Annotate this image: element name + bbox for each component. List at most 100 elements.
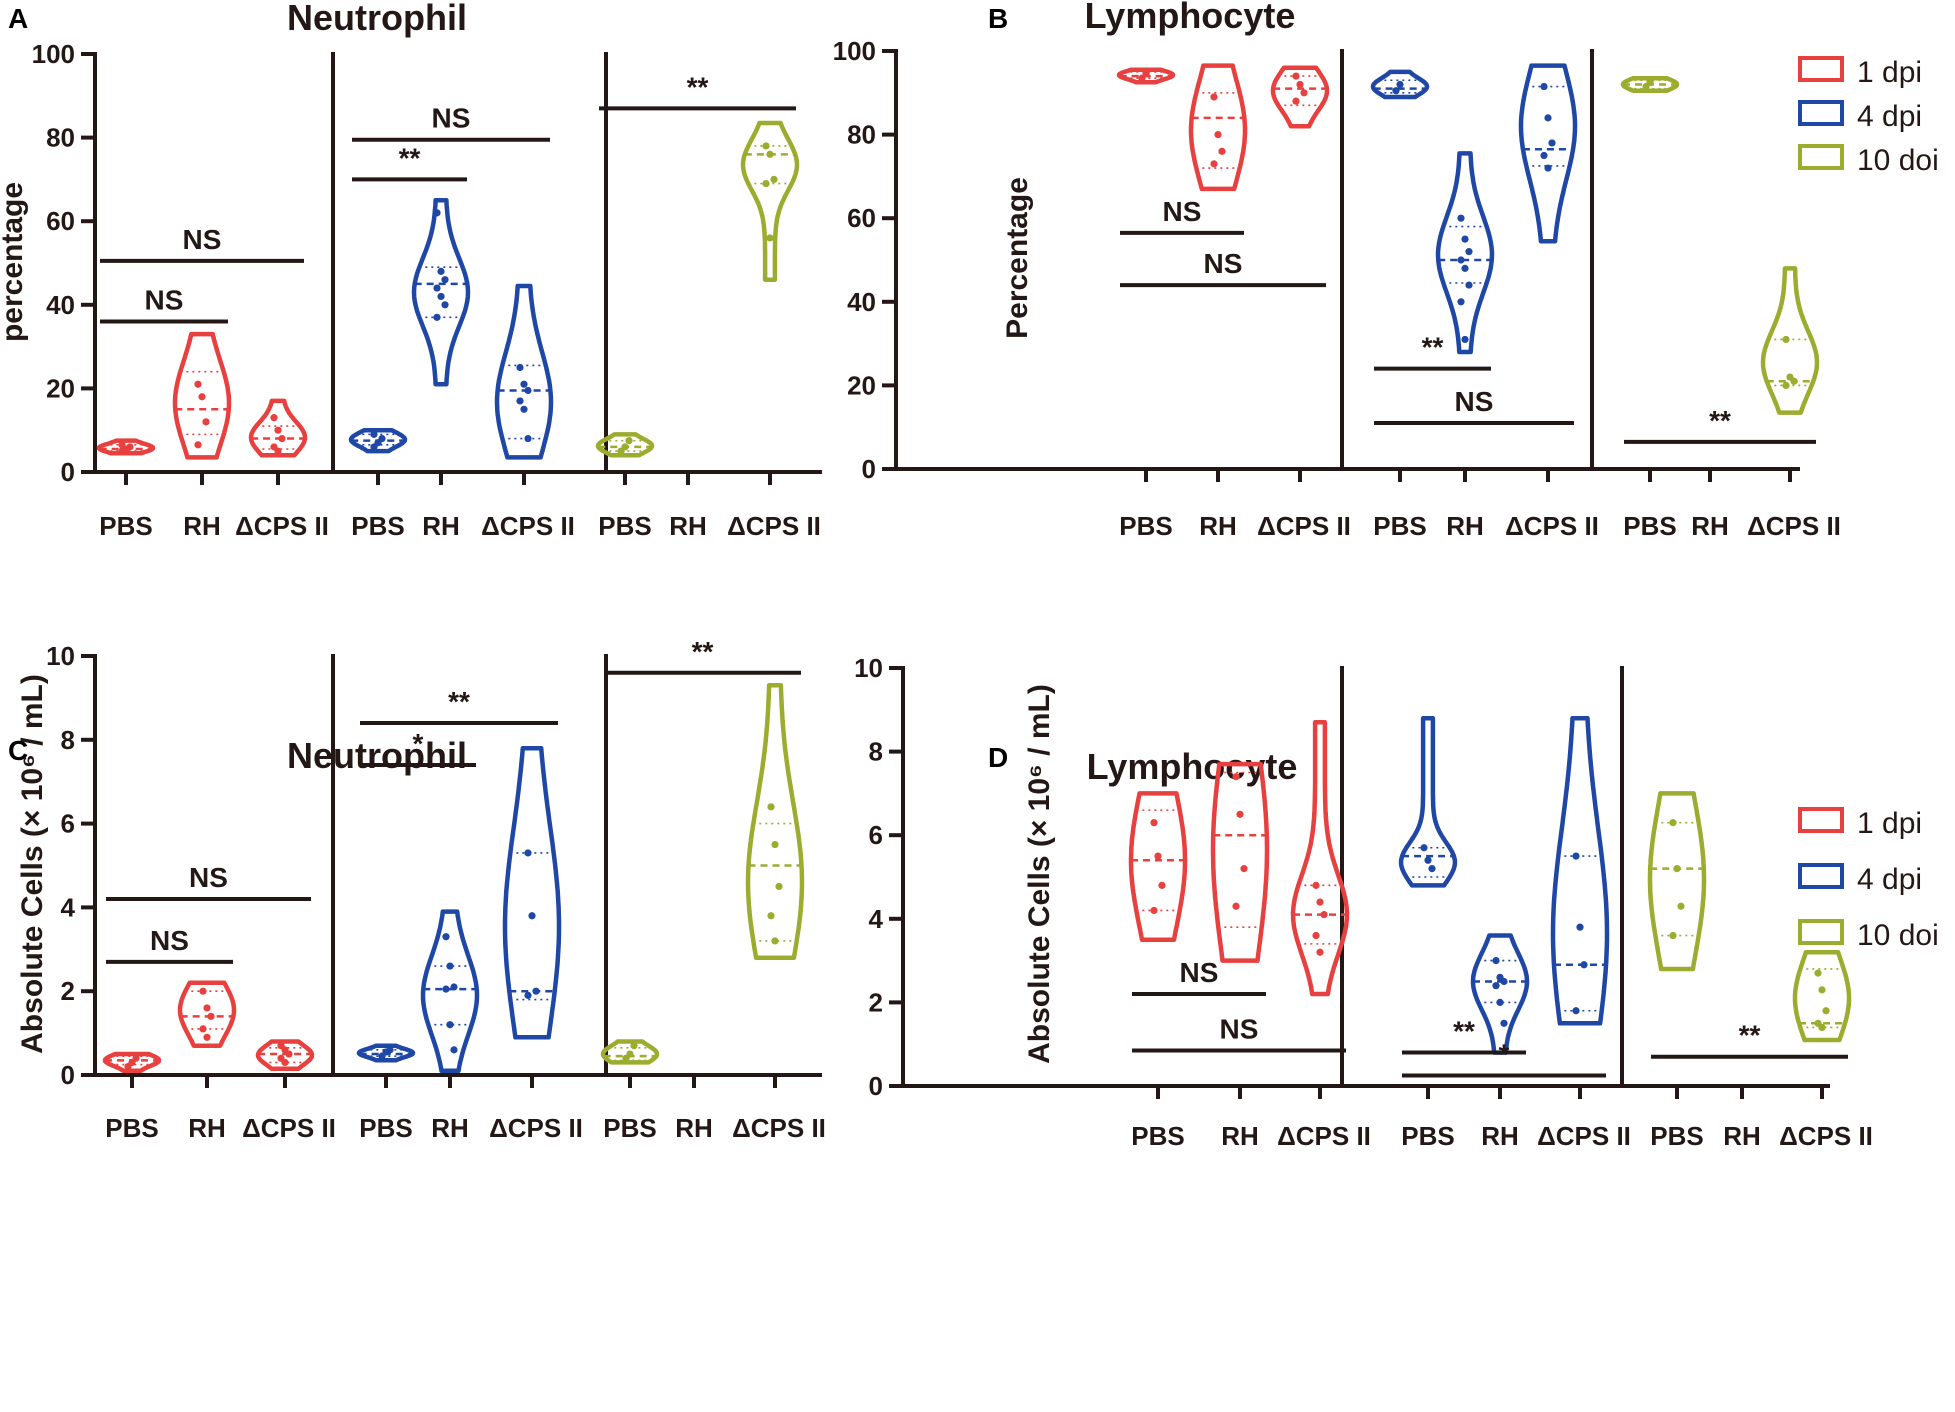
violin-d4-1-outline: [1435, 151, 1495, 355]
y-tick-label: 20: [847, 370, 876, 400]
x-category-label: PBS: [1119, 511, 1172, 541]
legend-label: 10 doi: [1857, 919, 1939, 952]
violin-d4-1-point: [433, 313, 441, 321]
violin-d1-2-point: [270, 414, 278, 422]
violin-d4-2-point: [520, 380, 528, 388]
violin-d4-1-point: [1500, 1019, 1508, 1027]
violin-d4-1-point: [450, 983, 458, 991]
violin-d4-2-point: [524, 386, 532, 395]
panel-B: B Lymphocyte Percentage 0 20 40 60 80 100 PBS RH ΔC…: [833, 0, 1939, 541]
violin-d4-1-point: [1492, 957, 1500, 965]
panel-label: C: [8, 735, 28, 766]
x-category-label: PBS: [1131, 1121, 1184, 1151]
violin-d10-2-point: [1822, 1007, 1830, 1015]
violin-d1-0-point: [1158, 881, 1166, 889]
violin-d1-2-point: [278, 434, 286, 443]
x-category-label: ΔCPS II: [1257, 511, 1351, 541]
violin-d4-2-point: [1540, 151, 1548, 160]
legend-label: 1 dpi: [1857, 56, 1922, 89]
violin-d1-2-point: [1292, 72, 1300, 80]
violin-d10-2-outline: [1792, 949, 1852, 1043]
violin-d4-2-outline: [1518, 63, 1578, 244]
violin-d10-2-point: [771, 937, 779, 945]
violin-d4-1-point: [1465, 281, 1473, 289]
violin-d1-1-point: [1210, 160, 1218, 168]
x-category-label: PBS: [1650, 1121, 1703, 1151]
x-category-label: RH: [675, 1113, 713, 1143]
x-category-label: ΔCPS II: [481, 511, 575, 541]
violin-d4-2-point: [520, 405, 528, 413]
y-tick-label: 10: [854, 653, 883, 683]
y-tick-label: 6: [869, 820, 883, 850]
violin-d4-1-point: [1457, 214, 1465, 222]
y-tick-label: 100: [32, 39, 75, 69]
group-d4: PBS RH ΔCPS II ** NS: [348, 103, 575, 541]
significance-label: NS: [150, 925, 189, 956]
violin-d4-1-point: [433, 209, 441, 217]
significance-label: NS: [1455, 386, 1494, 417]
legend-swatch-d4: [1798, 863, 1844, 889]
violin-d4-1-point: [1496, 998, 1504, 1007]
violin-d4-0-point: [386, 1046, 394, 1054]
x-category-label: ΔCPS II: [1277, 1121, 1371, 1151]
legend-swatch-d10: [1798, 144, 1844, 170]
y-tick-label: 40: [46, 290, 75, 320]
violin-d4-2-point: [1576, 923, 1584, 931]
violin-d1-2-point: [1296, 80, 1304, 89]
y-tick-label: 0: [61, 457, 75, 487]
x-category-label: RH: [188, 1113, 226, 1143]
violin-d4-2-point: [524, 434, 532, 443]
violin-d4-2-point: [1572, 852, 1580, 860]
group-d10: PBS RH ΔCPS II **: [595, 71, 821, 541]
y-tick-label: 4: [61, 892, 76, 922]
x-category-label: PBS: [359, 1113, 412, 1143]
significance-label: **: [1422, 332, 1444, 363]
significance-label: NS: [432, 103, 471, 134]
violin-d10-2-point: [1790, 377, 1798, 385]
y-tick-label: 10: [46, 641, 75, 671]
violin-d4-1-outline: [1470, 933, 1530, 1055]
group-d4: PBS RH ΔCPS II***: [1398, 715, 1631, 1151]
violin-d1-1-point: [202, 418, 210, 426]
significance-label: NS: [183, 224, 222, 255]
chart-title: Neutrophil: [287, 0, 467, 38]
violin-d4-2-point: [1580, 961, 1588, 969]
violin-d4-1-point: [441, 276, 449, 284]
violin-d4-1-point: [446, 1021, 454, 1029]
violin-d10-2-point: [767, 803, 775, 811]
x-category-label: PBS: [603, 1113, 656, 1143]
violin-d4-0-point: [1396, 80, 1404, 89]
violin-d4-1-point: [1461, 235, 1469, 243]
violin-d1-0-outline: [1128, 791, 1188, 942]
violin-d10-0-outline: [1620, 75, 1680, 93]
x-category-label: RH: [183, 511, 221, 541]
y-tick-label: 0: [869, 1071, 883, 1101]
violin-d4-1-point: [1492, 982, 1500, 990]
legend-swatch-d1: [1798, 807, 1844, 833]
x-category-label: PBS: [351, 511, 404, 541]
violin-d1-1-point: [199, 1025, 207, 1033]
violin-d4-1-outline: [411, 198, 471, 387]
violin-d1-2-point: [1312, 931, 1320, 940]
y-tick-label: 8: [61, 725, 75, 755]
violin-d4-1-point: [1500, 977, 1508, 986]
significance-label: NS: [145, 285, 184, 316]
violin-d4-0-outline: [348, 427, 408, 454]
legend-label: 4 dpi: [1857, 100, 1922, 133]
violin-d4-2-point: [524, 849, 532, 857]
y-tick-label: 60: [847, 203, 876, 233]
violin-d4-2-outline: [502, 745, 562, 1040]
violin-d10-2-point: [775, 882, 783, 891]
violin-d1-0-point: [1142, 70, 1150, 78]
y-tick-label: 40: [847, 287, 876, 317]
violin-d4-0-outline: [356, 1043, 416, 1063]
violin-d10-2-point: [771, 840, 779, 849]
violin-d4-1-outline: [420, 909, 480, 1074]
x-category-label: ΔCPS II: [1505, 511, 1599, 541]
violin-d10-2-outline: [745, 683, 805, 960]
violin-d1-1-point: [203, 1004, 211, 1012]
y-tick-label: 100: [833, 36, 876, 66]
